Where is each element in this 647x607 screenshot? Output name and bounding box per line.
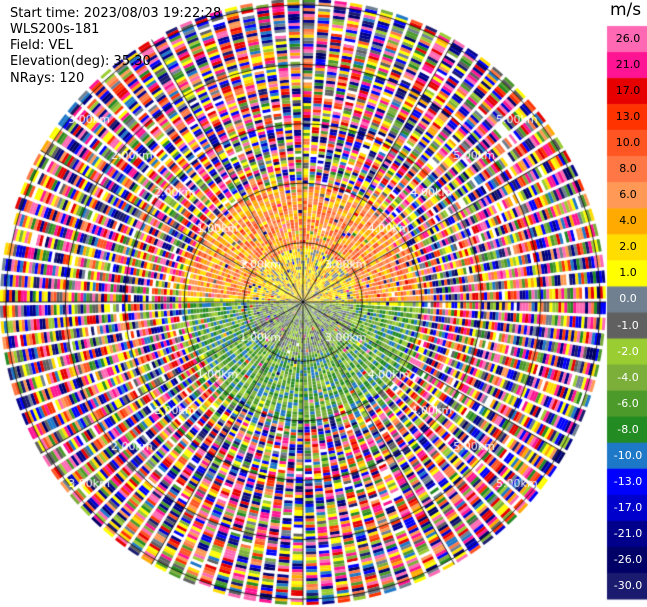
- colorbar-tick-label: -6.0: [617, 396, 639, 410]
- colorbar-tick-label: -17.0: [613, 500, 643, 514]
- colorbar-tick-label: -2.0: [617, 344, 639, 358]
- nrays-label: NRays: 120: [10, 71, 85, 86]
- field-label: Field: VEL: [10, 38, 73, 53]
- colorbar-tick-label: 0.0: [619, 292, 637, 306]
- colorbar-unit: m/s: [610, 0, 642, 20]
- colorbar-tick-label: -26.0: [613, 552, 643, 566]
- colorbar-tick-label: -10.0: [613, 448, 643, 462]
- colorbar-tick-label: 8.0: [619, 162, 637, 176]
- colorbar-tick-label: -1.0: [617, 318, 639, 332]
- elevation-label: Elevation(deg): 35.30: [10, 54, 151, 69]
- colorbar-tick-label: 26.0: [615, 32, 641, 46]
- colorbar-tick-label: 17.0: [615, 84, 641, 98]
- instrument-label: WLS200s-181: [10, 22, 100, 37]
- colorbar-tick-label: 4.0: [619, 214, 637, 228]
- colorbar-tick-label: -4.0: [617, 370, 639, 384]
- colorbar-tick-label: -13.0: [613, 474, 643, 488]
- colorbar-tick-label: -30.0: [613, 578, 643, 592]
- colorbar-tick-label: 13.0: [615, 110, 641, 124]
- colorbar-tick-label: 6.0: [619, 188, 637, 202]
- colorbar-tick-label: 10.0: [615, 136, 641, 150]
- colorbar-tick-label: -8.0: [617, 422, 639, 436]
- colorbar-tick-label: 2.0: [619, 240, 637, 254]
- start-time-label: Start time: 2023/08/03 19:22:28: [10, 6, 222, 21]
- colorbar-tick-label: -21.0: [613, 526, 643, 540]
- colorbar-tick-label: 1.0: [619, 266, 637, 280]
- colorbar-tick-label: 21.0: [615, 58, 641, 72]
